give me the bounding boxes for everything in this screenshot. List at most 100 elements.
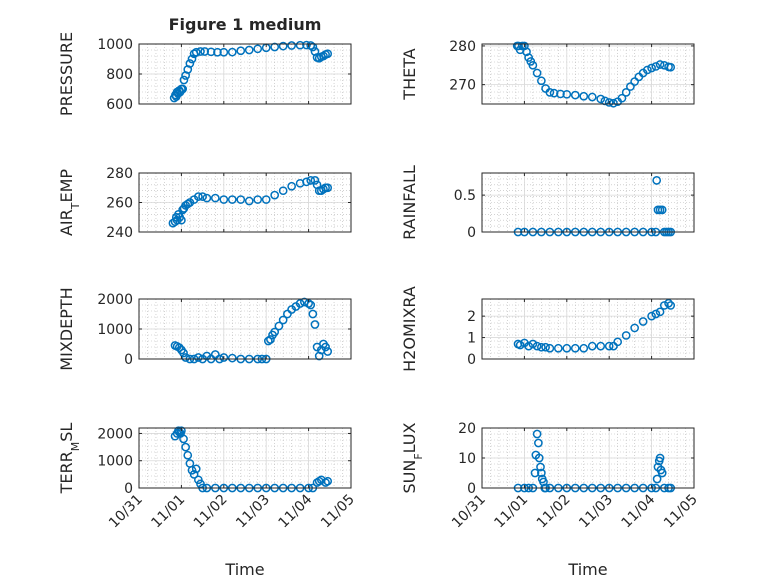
data-point <box>302 177 311 187</box>
y-tick-label: 10 <box>458 451 476 467</box>
data-point <box>174 343 184 352</box>
axes-box <box>138 427 352 489</box>
data-point <box>323 476 333 486</box>
data-point <box>537 468 546 478</box>
data-point <box>657 205 667 215</box>
data-point <box>194 475 203 485</box>
data-point <box>655 60 665 69</box>
data-point <box>194 353 203 362</box>
data-point <box>556 89 565 99</box>
subplot-2: 270 280 THETA <box>400 39 695 108</box>
data-point <box>244 196 254 206</box>
data-point <box>227 353 237 363</box>
major-grid <box>139 428 351 488</box>
data-point <box>310 320 320 329</box>
y-tick-label: 2 <box>467 309 476 325</box>
data-point <box>545 88 555 97</box>
data-point <box>183 450 193 460</box>
data-point <box>537 76 546 86</box>
data-point <box>537 342 546 352</box>
data-point <box>306 300 316 310</box>
data-point <box>630 323 639 333</box>
y-tick-label: 800 <box>106 67 133 83</box>
data-point <box>553 343 563 353</box>
data-point <box>600 96 610 106</box>
subplot-3: 240 260 280 AIRTEMP <box>57 166 352 241</box>
data-point <box>562 343 572 353</box>
data-point <box>319 184 328 194</box>
y-axis-label: PRESSURE <box>57 32 76 116</box>
data-point <box>530 468 540 478</box>
data-point <box>587 92 597 102</box>
data-point <box>177 215 186 225</box>
data-point <box>319 51 328 61</box>
x-tick-label: 11/05 <box>318 492 358 532</box>
data-point <box>657 468 667 478</box>
major-grid <box>139 173 351 232</box>
data-series <box>169 40 333 103</box>
y-axis-label: TERRMSL <box>57 423 82 495</box>
data-point <box>278 186 288 196</box>
y-tick-label: 1 <box>467 331 476 347</box>
data-point <box>651 309 661 319</box>
axes-box <box>481 172 695 233</box>
y-axis-label: AIRTEMP <box>57 169 82 236</box>
data-point <box>596 341 606 351</box>
data-point <box>314 53 324 63</box>
subplot-1: 600 800 1000 PRESSURE <box>57 32 352 116</box>
x-tick-label: 11/05 <box>661 492 701 532</box>
data-point <box>185 59 195 68</box>
y-tick-label: 2000 <box>97 426 133 442</box>
y-tick-label: 0 <box>467 481 476 497</box>
data-point <box>613 337 623 347</box>
data-series <box>513 176 676 237</box>
x-tick-label: 10/31 <box>449 492 489 532</box>
data-point <box>604 341 614 351</box>
y-tick-label: 2000 <box>97 292 133 308</box>
y-tick-label: 1000 <box>97 322 133 338</box>
data-point <box>536 462 545 472</box>
data-point <box>308 309 318 319</box>
data-point <box>528 60 538 70</box>
data-point <box>270 42 280 52</box>
data-point <box>196 47 205 56</box>
data-point <box>213 47 222 57</box>
data-point <box>191 47 201 57</box>
y-tick-label: 0 <box>467 352 476 368</box>
y-tick-label: 280 <box>106 166 133 182</box>
data-point <box>263 336 273 346</box>
minor-grid <box>482 173 694 232</box>
data-point <box>647 311 656 321</box>
data-point <box>666 62 676 72</box>
data-point <box>515 340 525 350</box>
data-point <box>206 47 216 57</box>
y-tick-label: 0 <box>467 225 476 241</box>
data-point <box>652 474 662 484</box>
data-point <box>194 192 203 201</box>
figure-title: Figure 1 medium <box>169 15 322 34</box>
major-grid <box>139 299 351 359</box>
data-point <box>244 45 254 55</box>
data-point <box>236 195 246 204</box>
data-point <box>659 301 669 310</box>
subplot-6: 0 1 2 H2OMIXRA <box>400 286 695 372</box>
data-point <box>652 176 662 185</box>
y-tick-label: 0.5 <box>454 188 476 204</box>
data-point <box>181 353 190 362</box>
data-point <box>295 299 305 308</box>
y-axis-label: H2OMIXRA <box>400 286 419 372</box>
data-point <box>579 91 589 101</box>
data-point <box>570 343 580 353</box>
data-point <box>638 317 648 326</box>
data-point <box>200 47 210 56</box>
major-grid <box>482 173 694 232</box>
data-point <box>323 183 333 193</box>
data-point <box>179 434 188 444</box>
data-point <box>310 176 320 185</box>
data-point <box>621 331 631 340</box>
data-point <box>541 342 550 352</box>
data-point <box>534 453 544 463</box>
x-tick-label: 11/01 <box>491 492 531 532</box>
data-point <box>626 82 635 91</box>
